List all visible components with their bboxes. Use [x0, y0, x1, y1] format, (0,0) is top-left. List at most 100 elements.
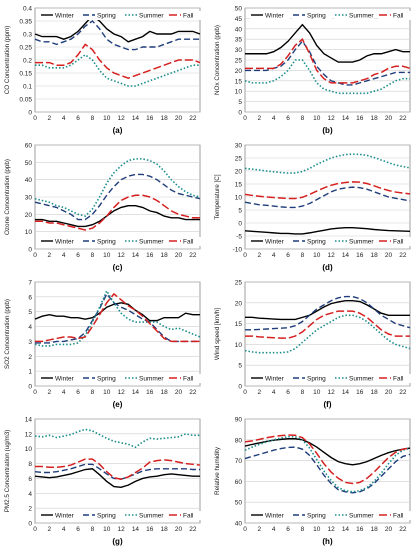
series-line-winter — [35, 204, 200, 228]
panel-c: 0 10 20 30 40 50 60 0 2 4 6 8 10 12 14 16 18 20 22 Ozone Co… — [4, 143, 208, 272]
legend-bg — [124, 237, 164, 246]
legend-bg — [168, 237, 208, 246]
legend: Winter Spring Summer Fall — [250, 374, 418, 383]
x-tick-label: 16 — [146, 389, 154, 396]
legend-label-summer: Summer — [139, 376, 164, 383]
y-tick-label: 50 — [25, 160, 33, 167]
y-tick-label: 0.25 — [19, 45, 32, 52]
x-tick-label: 16 — [356, 526, 364, 533]
legend-label-fall: Fall — [393, 239, 404, 246]
legend-label-fall: Fall — [183, 239, 194, 246]
y-tick-label: 35 — [235, 37, 243, 44]
series-line-fall — [35, 43, 201, 79]
plot-area — [244, 281, 411, 387]
x-tick-label: 22 — [399, 115, 407, 122]
legend: Winter Spring Summer Fall — [250, 11, 418, 20]
x-tick-label: 10 — [103, 526, 111, 533]
legend-bg — [378, 11, 418, 20]
y-tick-label: -10 — [233, 247, 243, 254]
x-tick-label: 8 — [301, 389, 305, 396]
legend-bg — [250, 237, 290, 246]
legend-bg — [292, 511, 332, 520]
y-tick-label: 70 — [235, 458, 243, 465]
y-axis-label: CO Concentration (ppm) — [4, 26, 11, 95]
x-tick-label: 16 — [356, 389, 364, 396]
x-tick-label: 6 — [286, 252, 290, 259]
legend: Winter Spring Summer Fall — [40, 237, 208, 246]
x-tick-label: 4 — [62, 252, 66, 259]
x-tick-label: 8 — [91, 252, 95, 259]
series-line-summer — [35, 53, 200, 87]
legend-label-winter: Winter — [55, 513, 75, 520]
series-line-fall — [244, 181, 411, 200]
x-tick-label: 12 — [117, 252, 125, 259]
legend-bg — [334, 511, 374, 520]
panel-label: (f) — [324, 400, 332, 409]
x-tick-label: 4 — [272, 526, 276, 533]
y-tick-label: 15 — [235, 321, 243, 328]
x-tick-label: 10 — [103, 252, 111, 259]
legend-label-winter: Winter — [265, 13, 285, 20]
legend: Winter Spring Summer Fall — [40, 11, 208, 20]
series-line-summer — [244, 314, 411, 354]
x-tick-label: 20 — [175, 526, 183, 533]
x-tick-label: 12 — [117, 389, 125, 396]
panel-label: (a) — [113, 126, 123, 135]
y-tick-label: 10 — [235, 195, 243, 202]
x-tick-label: 18 — [161, 115, 169, 122]
x-tick-label: 14 — [132, 115, 140, 122]
legend-bg — [250, 511, 290, 520]
x-tick-label: 22 — [399, 389, 407, 396]
x-tick-label: 14 — [132, 389, 140, 396]
legend-bg — [40, 374, 80, 383]
panel-label: (h) — [322, 537, 333, 546]
x-tick-label: 6 — [76, 389, 80, 396]
x-tick-label: 2 — [258, 115, 262, 122]
x-tick-label: 22 — [399, 252, 407, 259]
legend-bg — [378, 374, 418, 383]
x-tick-label: 10 — [313, 252, 321, 259]
x-tick-label: 8 — [91, 115, 95, 122]
legend-bg — [82, 511, 122, 520]
x-tick-label: 22 — [189, 526, 197, 533]
legend-label-spring: Spring — [307, 376, 326, 383]
x-tick-label: 0 — [33, 389, 37, 396]
x-tick-label: 2 — [48, 115, 52, 122]
y-axis-label: Relative humidity — [214, 446, 221, 495]
y-tick-label: 14 — [25, 417, 33, 424]
legend-label-fall: Fall — [183, 13, 194, 20]
y-tick-label: 6 — [28, 476, 32, 483]
x-tick-label: 4 — [272, 252, 276, 259]
legend-bg — [40, 237, 80, 246]
legend-label-summer: Summer — [139, 13, 164, 20]
series-line-spring — [34, 463, 200, 480]
x-tick-label: 12 — [327, 389, 335, 396]
x-tick-label: 2 — [258, 526, 262, 533]
x-tick-label: 2 — [258, 252, 262, 259]
x-tick-label: 6 — [286, 526, 290, 533]
x-tick-label: 16 — [146, 115, 154, 122]
legend-label-winter: Winter — [55, 13, 75, 20]
y-tick-label: 4 — [28, 491, 32, 498]
panel-h: 40 50 60 70 80 90 0 2 4 6 8 10 12 14 16 18 20 22 Relative … — [214, 417, 418, 546]
x-tick-label: 20 — [385, 389, 393, 396]
series-line-summer — [244, 435, 411, 493]
x-tick-label: 12 — [327, 115, 335, 122]
series-line-spring — [35, 292, 200, 344]
legend-label-spring: Spring — [97, 376, 116, 383]
series-line-spring — [245, 40, 410, 86]
series-line-fall — [244, 434, 411, 485]
legend-label-fall: Fall — [393, 376, 404, 383]
x-tick-label: 22 — [189, 252, 197, 259]
x-tick-label: 8 — [301, 526, 305, 533]
x-tick-label: 0 — [33, 526, 37, 533]
legend-bg — [334, 11, 374, 20]
y-tick-label: 20 — [235, 68, 243, 75]
y-tick-label: 0 — [238, 384, 242, 391]
panel-label: (b) — [322, 126, 333, 135]
panel-label: (g) — [112, 537, 123, 546]
legend-bg — [168, 374, 208, 383]
legend-bg — [250, 11, 290, 20]
